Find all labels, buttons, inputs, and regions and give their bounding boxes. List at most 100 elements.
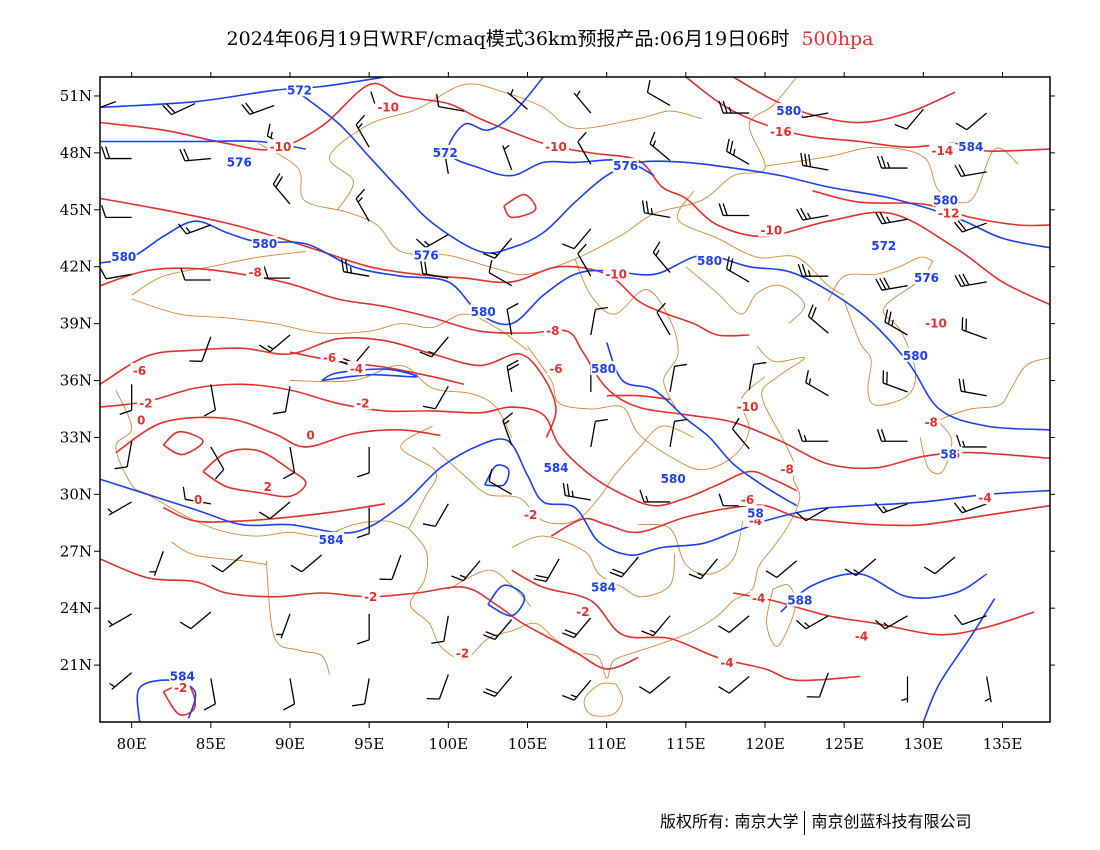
- wind-barb: [422, 503, 449, 527]
- temperature-isotherm: [732, 77, 956, 124]
- wind-barb: [109, 672, 133, 690]
- temperature-isotherm: [511, 569, 861, 682]
- lon-tick-label: 95E: [354, 735, 384, 753]
- wind-barb: [356, 507, 370, 539]
- temperature-label: -8: [925, 415, 938, 429]
- province-boundary: [923, 357, 1050, 429]
- height-contour: [780, 572, 988, 613]
- temperature-label: -6: [741, 493, 754, 507]
- province-boundary: [289, 364, 513, 438]
- province-boundary: [827, 256, 933, 302]
- wind-barb: [953, 502, 987, 514]
- temperature-isotherm: [100, 383, 798, 507]
- wind-barb: [276, 613, 291, 639]
- temperature-isotherm: [162, 430, 204, 456]
- height-label: 580: [776, 104, 801, 118]
- wind-barb: [573, 90, 592, 114]
- wind-barb: [107, 501, 132, 516]
- lat-tick-label: 42N: [60, 258, 92, 276]
- temperature-label: -2: [356, 396, 369, 410]
- temperature-isotherm: [100, 267, 1050, 470]
- wind-barb: [107, 613, 132, 628]
- wind-barb: [639, 489, 670, 503]
- height-label: 576: [914, 271, 939, 285]
- temperature-label: 0: [306, 429, 314, 443]
- temperature-isotherm: [202, 448, 307, 498]
- wind-barb: [119, 384, 133, 415]
- lon-tick-label: 100E: [429, 735, 469, 753]
- height-label: 580: [111, 250, 136, 264]
- wind-barb: [923, 556, 956, 575]
- province-boundary: [400, 425, 437, 529]
- wind-barb: [875, 615, 908, 630]
- wind-barb: [488, 260, 512, 287]
- temperature-isotherm: [100, 558, 639, 670]
- wind-barb: [876, 155, 908, 169]
- height-label: 580: [697, 254, 722, 268]
- wind-barb: [431, 615, 449, 644]
- title-main: 2024年06月19日WRF/cmaq模式36km预报产品:06月19日06时: [226, 28, 790, 50]
- axis-layer: 80E 85E 90E 95E 100E 105E 110E 115E 120E 125E 130E…: [60, 72, 1055, 753]
- lon-tick-label: 135E: [983, 735, 1023, 753]
- wind-barb: [562, 228, 592, 250]
- wind-barb: [355, 114, 370, 148]
- temperature-label: -4: [350, 362, 363, 376]
- wind-barb: [688, 558, 718, 580]
- wind-barb: [806, 672, 829, 698]
- wind-barb: [954, 273, 987, 288]
- footer-divider: [804, 810, 806, 835]
- temperature-label: 0: [137, 413, 145, 427]
- wind-barb: [955, 112, 988, 131]
- temperature-label: -4: [978, 491, 991, 505]
- temperature-label: 2: [264, 480, 272, 494]
- temperature-label: -6: [549, 362, 562, 376]
- wind-barb: [807, 304, 829, 334]
- wind-barb: [210, 446, 225, 480]
- height-label: 580: [933, 193, 958, 207]
- lon-tick-label: 115E: [666, 735, 706, 753]
- wind-barb: [874, 502, 908, 514]
- height-label: 58: [940, 448, 957, 462]
- wind-barb: [488, 468, 512, 495]
- wind-barb: [179, 148, 211, 162]
- province-boundary: [448, 569, 532, 607]
- wind-barb: [356, 446, 370, 478]
- height-contour: [922, 598, 996, 722]
- temperature-label: -2: [576, 605, 589, 619]
- wind-barb: [726, 256, 750, 283]
- temperature-label: -2: [174, 681, 187, 695]
- wind-barb: [649, 131, 671, 161]
- wind-barb: [954, 164, 987, 178]
- province-boundary: [766, 584, 796, 647]
- company-text: 南京创蓝科技有限公司: [811, 812, 972, 831]
- wind-barb: [797, 429, 829, 442]
- province-boundary: [131, 298, 528, 351]
- height-label: 572: [433, 146, 458, 160]
- wind-barb: [669, 418, 688, 448]
- province-boundary: [574, 258, 679, 410]
- wind-barb: [211, 554, 243, 573]
- province-boundary: [408, 528, 576, 660]
- wind-barb: [420, 260, 449, 279]
- temperature-label: -10: [545, 140, 567, 154]
- lat-tick-label: 27N: [60, 542, 92, 560]
- height-contour: [605, 342, 798, 507]
- wind-barb: [797, 263, 829, 277]
- wind-barb: [765, 560, 798, 579]
- wind-barb: [436, 94, 465, 112]
- wind-barb: [577, 243, 592, 277]
- footer: 版权所有: 南京大学 南京创蓝科技有限公司: [660, 808, 972, 835]
- wind-barb: [718, 203, 750, 217]
- temperature-label: -12: [938, 207, 960, 221]
- wind-barb: [953, 220, 987, 233]
- wind-barb: [562, 482, 591, 501]
- lon-tick-label: 90E: [275, 735, 305, 753]
- height-label: 580: [591, 362, 616, 376]
- wind-barb: [894, 108, 924, 130]
- lat-tick-label: 39N: [60, 315, 92, 333]
- height-contour: [487, 584, 526, 617]
- temperature-isotherm: [606, 394, 671, 401]
- wind-barb: [875, 277, 908, 291]
- wind-barb: [590, 418, 608, 448]
- wind-barb: [795, 615, 829, 630]
